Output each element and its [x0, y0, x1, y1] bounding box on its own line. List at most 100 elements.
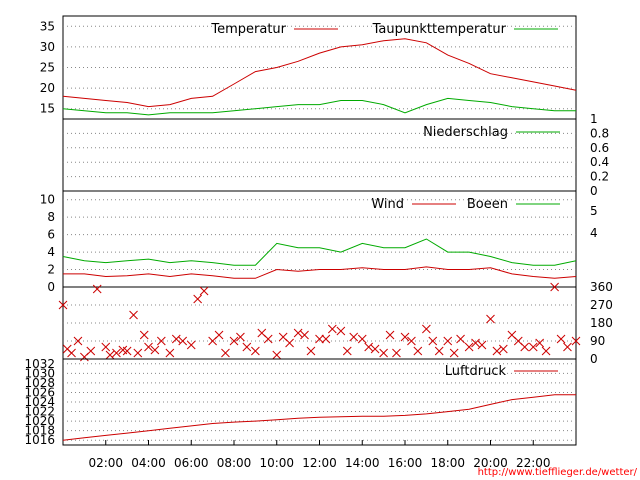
direction-point [272, 350, 282, 360]
y-tick-label: 0.6 [590, 141, 609, 155]
direction-point [242, 342, 252, 352]
direction-point [422, 324, 431, 334]
direction-point [105, 350, 115, 360]
series-line-temperatur [62, 38, 577, 108]
direction-point [315, 334, 324, 344]
direction-point [364, 342, 374, 352]
y-tick-label: 1028 [24, 376, 55, 390]
series-line-taupunkttemperatur [62, 97, 576, 116]
x-tick-label: 12:00 [302, 456, 337, 470]
y-tick-label: 20 [40, 81, 55, 95]
y-tick-label: 25 [40, 61, 55, 75]
direction-point [221, 348, 230, 358]
direction-point [58, 300, 68, 310]
direction-point [477, 340, 487, 350]
x-tick-label: 02:00 [88, 456, 123, 470]
series-line-luftdruck [62, 394, 576, 441]
direction-point [193, 294, 203, 304]
y-tick-label: 1024 [24, 395, 55, 409]
x-tick-label: 04:00 [131, 456, 166, 470]
x-tick-label: 22:00 [516, 456, 551, 470]
direction-point [92, 284, 102, 294]
direction-point [86, 346, 96, 356]
direction-point [122, 346, 132, 356]
direction-point [144, 342, 153, 352]
direction-point [385, 330, 395, 340]
direction-point [67, 348, 76, 358]
series-line-boeen [62, 238, 577, 266]
legend-label: Taupunkttemperatur [372, 22, 507, 37]
direction-point [492, 346, 502, 356]
legend-label: Niederschlag [423, 125, 508, 140]
direction-point [407, 336, 416, 346]
direction-point [541, 346, 551, 356]
y-tick-label: 0 [47, 280, 55, 294]
direction-point [563, 342, 572, 352]
y-tick-label: 270 [590, 298, 613, 312]
x-tick-label: 18:00 [430, 456, 465, 470]
y-tick-label: 4 [47, 245, 55, 259]
direction-point [327, 324, 337, 334]
series-line-wind [63, 266, 577, 279]
y2-tick-label: 5 [590, 204, 598, 218]
y-tick-label: 360 [590, 280, 613, 294]
direction-point [73, 336, 83, 346]
y-tick-label: 0.8 [590, 126, 609, 140]
direction-point [449, 348, 459, 358]
direction-point [251, 346, 260, 356]
y-tick-label: 0.2 [590, 170, 609, 184]
panel-wind: 0 2 4 6 8 10 4 5 Wind Boeen [40, 190, 598, 294]
direction-point [535, 338, 545, 348]
x-tick-label: 08:00 [217, 456, 252, 470]
y-tick-label: 0 [590, 184, 598, 198]
direction-point [150, 345, 160, 355]
y-tick-label: 1030 [24, 366, 55, 380]
direction-point [379, 348, 388, 358]
y-tick-label: 0.4 [590, 155, 609, 169]
direction-point [112, 348, 121, 358]
x-tick-label: 20:00 [473, 456, 508, 470]
direction-point [486, 314, 495, 324]
y-tick-label: 10 [40, 193, 55, 207]
direction-point [101, 342, 111, 352]
direction-point [428, 336, 438, 346]
direction-point [171, 334, 181, 344]
direction-point [520, 342, 530, 352]
y-tick-label: 1020 [24, 414, 55, 428]
direction-point [370, 344, 380, 354]
direction-point [214, 330, 224, 340]
direction-point [357, 334, 367, 344]
y2-tick-label: 4 [590, 226, 598, 240]
direction-point [336, 326, 346, 336]
x-axis: 02:00 04:00 06:00 08:00 10:00 12:00 14:00 16:00… [88, 440, 551, 470]
direction-point [464, 342, 474, 352]
direction-point [186, 340, 196, 350]
y-tick-label: 8 [47, 210, 55, 224]
direction-point [306, 346, 316, 356]
direction-point [434, 346, 444, 356]
direction-point [129, 310, 138, 320]
y-tick-label: 2 [47, 263, 55, 277]
y-tick-label: 1032 [24, 357, 55, 371]
x-tick-label: 06:00 [174, 456, 209, 470]
legend-label: Temperatur [210, 22, 286, 37]
credit-link[interactable]: http://www.tiefflieger.de/wetter/ [478, 467, 638, 478]
direction-point [550, 282, 559, 292]
legend-label: Wind [371, 197, 404, 212]
direction-point [199, 286, 209, 296]
legend-label: Luftdruck [445, 364, 507, 379]
direction-point [293, 328, 303, 338]
direction-point [263, 334, 273, 344]
y-tick-label: 1022 [24, 405, 55, 419]
y-tick-label: 1016 [24, 433, 55, 447]
y-tick-label: 15 [40, 102, 55, 116]
direction-point [236, 332, 245, 342]
x-tick-label: 10:00 [259, 456, 294, 470]
x-tick-label: 16:00 [388, 456, 423, 470]
direction-point [300, 330, 309, 340]
y-tick-label: 30 [40, 40, 55, 54]
direction-point [471, 338, 480, 348]
x-tick-label: 14:00 [345, 456, 380, 470]
direction-point [498, 344, 508, 354]
